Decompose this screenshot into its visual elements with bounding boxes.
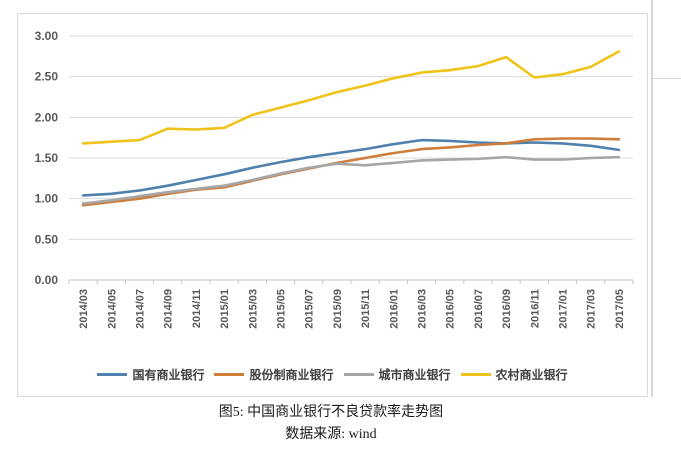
x-axis-tick-label: 2015/09: [332, 289, 344, 329]
legend-line-swatch: [214, 372, 245, 376]
legend-item: 城市商业银行: [343, 366, 451, 383]
x-axis-tick-label: 2015/07: [304, 289, 316, 329]
x-axis-tick-label: 2017/03: [586, 289, 598, 329]
legend-label: 农村商业银行: [495, 367, 568, 382]
chart-legend: 国有商业银行 股份制商业银行 城市商业银行 农村商业银行: [18, 364, 647, 384]
y-axis-tick-label: 0.00: [35, 273, 59, 287]
y-axis-tick-label: 0.50: [35, 232, 59, 246]
y-axis-tick-label: 1.50: [35, 151, 59, 165]
x-axis-tick-label: 2017/05: [614, 289, 626, 329]
x-axis-tick-label: 2014/07: [135, 289, 147, 329]
legend-line-swatch: [460, 372, 491, 376]
x-axis-tick-label: 2015/05: [276, 289, 288, 329]
legend-item: 国有商业银行: [97, 366, 204, 383]
x-axis-tick-label: 2015/03: [247, 289, 259, 329]
x-axis-tick-label: 2016/09: [501, 289, 513, 329]
x-axis-tick-label: 2014/05: [106, 289, 118, 329]
series-line: [81, 155, 621, 205]
series-line: [81, 50, 621, 145]
x-axis-tick-label: 2016/03: [417, 289, 429, 329]
series-line: [81, 138, 621, 197]
x-axis-tick-label: 2017/01: [558, 289, 570, 329]
figure-panel: 0.00 0.50 1.00 1.50 2.00 2.50 3.00 2014/03 2014/…: [17, 13, 648, 397]
x-axis-tick-label: 2014/11: [191, 289, 203, 328]
y-axis-tick-label: 2.00: [35, 110, 59, 124]
y-axis-tick-label: 2.50: [35, 70, 59, 84]
legend-line-swatch: [343, 372, 374, 376]
y-axis-tick-label: 3.00: [35, 29, 59, 43]
figure-caption: 图5: 中国商业银行不良贷款率走势图: [218, 405, 444, 420]
x-axis-tick-label: 2015/01: [219, 289, 231, 329]
legend-label: 国有商业银行: [132, 367, 205, 382]
line-chart-canvas: 0.00 0.50 1.00 1.50 2.00 2.50 3.00 2014/03 2014/…: [35, 29, 634, 329]
x-axis-tick-label: 2016/11: [529, 289, 541, 328]
x-axis-tick-label: 2016/07: [473, 289, 485, 329]
x-axis-tick-label: 2016/05: [445, 289, 457, 329]
y-axis-tick-label: 1.00: [35, 192, 59, 206]
x-axis-tick-label: 2015/11: [360, 289, 372, 328]
page-right-cell-border: [653, 78, 681, 79]
x-axis-tick-label: 2014/03: [78, 289, 90, 329]
page-right-divider: [651, 0, 653, 397]
series-line: [81, 137, 621, 207]
legend-item: 股份制商业银行: [214, 366, 334, 383]
figure-caption-block: 图5: 中国商业银行不良贷款率走势图 数据来源: wind: [0, 402, 662, 446]
legend-item: 农村商业银行: [460, 366, 568, 383]
legend-line-swatch: [97, 372, 128, 376]
legend-label: 股份制商业银行: [249, 367, 334, 382]
x-axis-tick-label: 2016/01: [388, 289, 400, 329]
legend-label: 城市商业银行: [378, 367, 451, 382]
x-axis-tick-label: 2014/09: [163, 289, 175, 329]
data-source: 数据来源: wind: [285, 427, 377, 442]
